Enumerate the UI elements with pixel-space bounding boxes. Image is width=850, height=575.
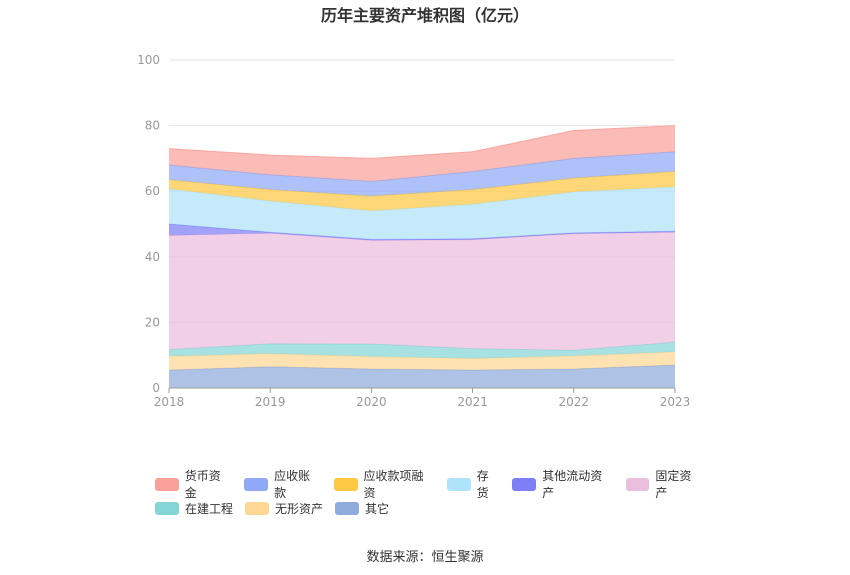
- legend-label: 货币资金: [184, 469, 221, 500]
- legend-row: 在建工程 无形资产 其它: [155, 496, 715, 520]
- legend-swatch: [155, 501, 179, 515]
- legend-swatch: [512, 477, 537, 491]
- legend-label: 在建工程: [185, 501, 234, 516]
- chart-title: 历年主要资产堆积图（亿元）: [320, 6, 529, 25]
- legend-item[interactable]: 其他流动资产: [512, 467, 613, 501]
- x-tick-label: 2022: [559, 395, 590, 409]
- y-tick-label: 0: [152, 381, 160, 395]
- data-source: 数据来源：恒生聚源: [366, 550, 484, 565]
- y-tick-label: 60: [145, 184, 160, 198]
- legend-swatch: [155, 477, 179, 491]
- area-series-edge-5: [168, 186, 676, 212]
- legend-swatch: [245, 501, 270, 515]
- legend-swatch: [333, 477, 358, 491]
- legend-swatch: [244, 477, 269, 491]
- legend-row: 货币资金 应收账款 应收款项融资 存货 其他流动资产 固定资产: [155, 469, 715, 500]
- y-tick-label: 20: [145, 315, 160, 329]
- area-series-2: [169, 342, 675, 359]
- legend-item[interactable]: 货币资金: [155, 467, 232, 501]
- legend-item[interactable]: 固定资产: [625, 467, 703, 501]
- legend-label: 其他流动资产: [542, 469, 603, 500]
- x-tick-label: 2020: [356, 395, 387, 409]
- area-series-7: [169, 151, 675, 197]
- legend: 货币资金 应收账款 应收款项融资 存货 其他流动资产 固定资产 在建工程 无形资产 其它: [155, 469, 715, 520]
- legend-label: 应收账款: [274, 469, 311, 500]
- y-tick-label: 80: [145, 119, 160, 133]
- legend-item[interactable]: 在建工程: [155, 500, 233, 517]
- legend-label: 无形资产: [275, 501, 324, 516]
- legend-label: 存货: [476, 469, 489, 500]
- area-layer: [168, 125, 676, 388]
- x-tick-label: 2018: [154, 395, 185, 409]
- legend-swatch: [446, 477, 471, 491]
- legend-swatch: [335, 501, 360, 515]
- axes: 0 20 40 60 80 100 2018 2019 2020 2021 2022 2023: [137, 53, 690, 409]
- area-series-edge-8: [168, 125, 676, 159]
- x-tick-label: 2023: [660, 395, 691, 409]
- area-series-0: [169, 365, 675, 388]
- x-tick-label: 2021: [457, 395, 488, 409]
- area-series-8: [169, 125, 675, 182]
- legend-item[interactable]: 应收账款: [244, 467, 321, 501]
- x-tick-label: 2019: [255, 395, 286, 409]
- legend-item[interactable]: 应收款项融资: [333, 467, 435, 501]
- legend-swatch: [625, 477, 650, 491]
- area-series-5: [169, 186, 675, 240]
- area-series-3: [169, 232, 675, 351]
- legend-label: 应收款项融资: [363, 469, 424, 500]
- legend-item[interactable]: 其它: [335, 500, 389, 517]
- y-tick-label: 100: [137, 53, 160, 67]
- legend-item[interactable]: 存货: [446, 467, 501, 501]
- legend-label: 固定资产: [655, 469, 692, 500]
- y-tick-label: 40: [145, 250, 160, 264]
- area-series-1: [169, 351, 675, 370]
- legend-item[interactable]: 无形资产: [245, 500, 323, 517]
- legend-label: 其它: [365, 501, 390, 516]
